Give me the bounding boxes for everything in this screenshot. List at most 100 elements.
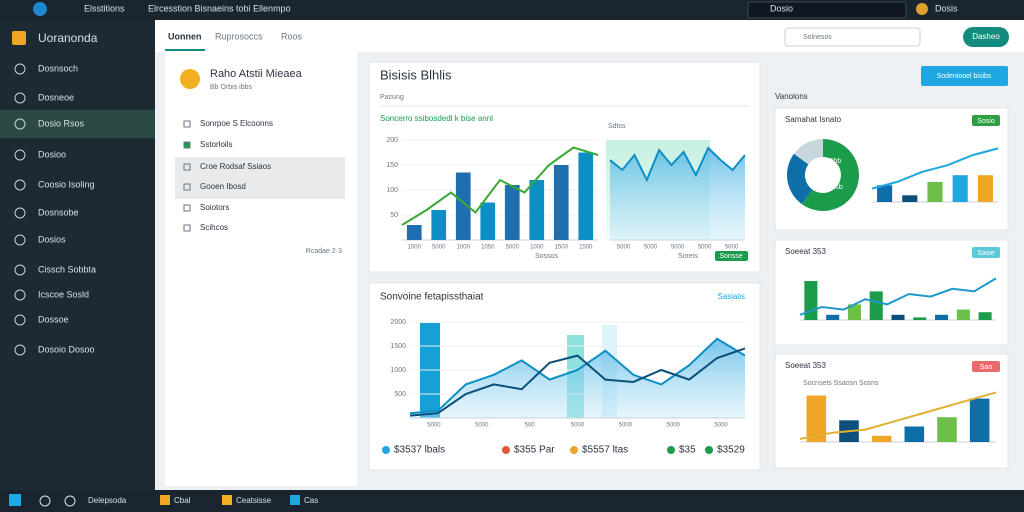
bar	[455, 172, 471, 240]
task-icon[interactable]	[222, 495, 232, 505]
stat-icon	[570, 446, 578, 454]
x-tick-label: 1000	[530, 245, 544, 251]
nav-item[interactable]: Cissch Sobbta	[38, 264, 96, 274]
bar	[529, 180, 545, 240]
nav-icon	[14, 207, 26, 219]
tab[interactable]: Uonnen	[168, 31, 202, 41]
area	[410, 338, 745, 418]
badge: Sasie	[977, 250, 995, 257]
top-tabs: Elrcesstion Bisnaeins tobi Ellenmpo	[148, 3, 291, 13]
item-icon	[183, 163, 191, 171]
nav-item[interactable]: Coosio Isoling	[38, 179, 95, 189]
nav-icon	[14, 63, 26, 75]
badge-bg	[972, 361, 1000, 372]
nav-icon	[14, 264, 26, 276]
task-icon[interactable]	[39, 495, 51, 507]
bar	[977, 175, 993, 202]
line	[409, 337, 746, 415]
task-item[interactable]: Ceatsisse	[236, 496, 272, 505]
x-tick-label: 5000	[506, 245, 520, 251]
pager[interactable]: Rcadae 2·3	[306, 248, 342, 255]
bar	[956, 309, 970, 320]
task-icon[interactable]	[160, 495, 170, 505]
bar	[978, 312, 992, 320]
nav-item[interactable]: Dosio Rsos	[38, 118, 85, 128]
start-button[interactable]	[9, 494, 21, 506]
top-search-text: Dosio	[770, 3, 793, 13]
y-tick-label: 50	[390, 212, 398, 219]
bar	[877, 185, 893, 202]
search-box[interactable]	[784, 27, 921, 47]
top-search[interactable]	[747, 1, 907, 19]
task-item[interactable]: Cbal	[174, 496, 191, 505]
nav-icon	[14, 344, 26, 356]
app-icon[interactable]	[33, 2, 47, 16]
nav-item[interactable]: Dossoe	[38, 314, 69, 324]
right-button[interactable]	[921, 66, 1008, 86]
nav-item[interactable]: Dosios	[38, 234, 66, 244]
panel-item[interactable]: Scihcos	[200, 223, 228, 232]
bar	[578, 152, 594, 240]
avatar[interactable]	[916, 3, 928, 15]
bar	[935, 314, 949, 320]
y-tick-label: 1000	[390, 367, 406, 374]
bar	[969, 398, 990, 442]
bar	[937, 417, 957, 442]
task-item[interactable]: Delepsoda	[88, 496, 127, 505]
tab[interactable]: Roos	[281, 31, 303, 41]
y-tick-label: 1500	[390, 343, 406, 350]
bar	[891, 314, 905, 320]
nav-item[interactable]: Icscoe Sosld	[38, 289, 89, 299]
x-tick-label: 500	[525, 423, 536, 429]
line	[409, 347, 746, 417]
bar	[913, 317, 927, 320]
nav-item[interactable]: Dosnsoch	[38, 63, 78, 73]
panel	[165, 52, 357, 486]
badge: Sao	[980, 364, 993, 371]
stat-icon	[382, 446, 390, 454]
search-text: Solnesos	[803, 34, 832, 41]
donut-slice	[793, 139, 823, 165]
tab[interactable]: Ruprosoccs	[215, 31, 263, 41]
panel-item[interactable]: Sonrpoe S Elcoonns	[200, 119, 273, 128]
stat: $3537 lbals	[394, 445, 445, 456]
stat: $355 Par	[514, 445, 555, 456]
main-title: Bisisis Blhlis	[380, 67, 452, 82]
nav-item[interactable]: Dosnsobe	[38, 207, 79, 217]
nav-item[interactable]: Dosioo	[38, 149, 66, 159]
panel-item[interactable]: Croe Rodsaf Ssiaos	[200, 162, 271, 171]
bar	[869, 291, 883, 320]
header-button[interactable]	[963, 27, 1009, 47]
x-tick-label: 1500	[555, 245, 569, 251]
panel-item[interactable]: Soiotors	[200, 203, 229, 212]
nav-item[interactable]: Dosoio Dosoo	[38, 344, 95, 354]
y-tick-label: 150	[386, 162, 398, 169]
x-tick-label: 5000	[667, 423, 681, 429]
task-item[interactable]: Cas	[304, 496, 318, 505]
card-title: Soeeat 353	[785, 361, 826, 370]
task-icon[interactable]	[290, 495, 300, 505]
task-icon[interactable]	[64, 495, 76, 507]
area-label: Sdtss	[608, 123, 626, 130]
donut-label: Sssb	[827, 184, 843, 191]
bar-caption: Sossos	[535, 253, 558, 260]
stat: $3529	[717, 445, 745, 456]
line	[401, 146, 599, 226]
trend-link[interactable]: Sasiaiis	[717, 292, 745, 301]
right-label: Vanolons	[775, 92, 808, 101]
area	[610, 148, 745, 240]
panel-highlight	[175, 157, 345, 199]
x-tick-label: 1050	[481, 245, 495, 251]
item-icon	[183, 141, 191, 149]
x-tick-label: 5000	[644, 245, 658, 251]
nav-icon	[14, 314, 26, 326]
bar	[927, 181, 943, 202]
panel-item[interactable]: Gooen Ibosd	[200, 182, 246, 191]
sidebar-title: Uoranonda	[38, 31, 98, 45]
line	[609, 146, 746, 183]
nav-icon	[14, 179, 26, 191]
x-tick-label: 5000	[619, 423, 633, 429]
nav-item[interactable]: Dosneoe	[38, 92, 74, 102]
main-subtitle: Pazung	[380, 94, 404, 101]
panel-item[interactable]: Sstorloils	[200, 140, 232, 149]
